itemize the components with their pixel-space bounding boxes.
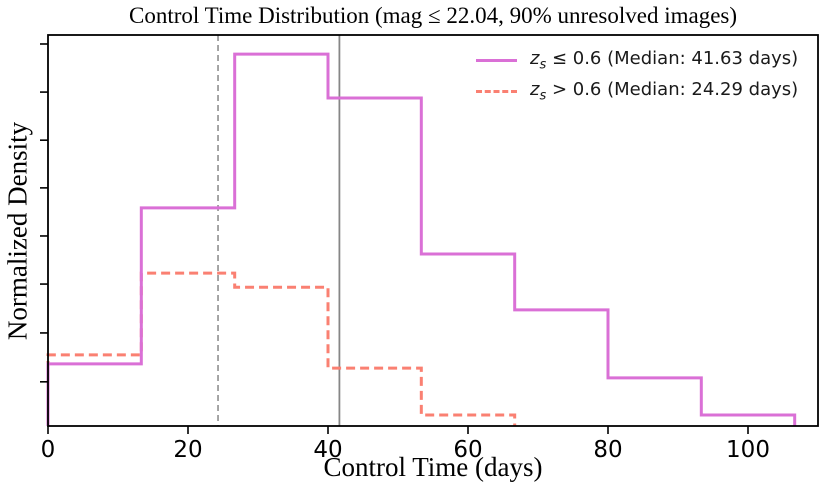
x-tick-label: 60 <box>453 437 482 463</box>
legend: zs ≤ 0.6 (Median: 41.63 days) zs > 0.6 (… <box>476 48 798 103</box>
x-axis-label: Control Time (days) <box>323 452 543 482</box>
legend-label: zs ≤ 0.6 (Median: 41.63 days) <box>530 47 799 73</box>
histogram-step-zs-le-0.6 <box>46 52 797 426</box>
axes-box <box>47 34 819 427</box>
x-tick-label: 0 <box>41 437 56 463</box>
x-tick-label: 20 <box>173 437 202 463</box>
legend-label: zs > 0.6 (Median: 24.29 days) <box>530 78 799 104</box>
legend-line-dashed-icon <box>476 89 517 93</box>
chart-title: Control Time Distribution (mag ≤ 22.04, … <box>128 3 738 28</box>
x-tick-label: 80 <box>593 437 622 463</box>
histogram-step-zs-gt-0.6 <box>46 271 517 426</box>
legend-entry-zs-le: zs ≤ 0.6 (Median: 41.63 days) <box>476 48 798 72</box>
x-tick-label: 40 <box>313 437 342 463</box>
legend-entry-zs-gt: zs > 0.6 (Median: 24.29 days) <box>476 79 798 103</box>
legend-line-solid-icon <box>476 58 517 62</box>
x-tick-label: 100 <box>726 437 770 463</box>
